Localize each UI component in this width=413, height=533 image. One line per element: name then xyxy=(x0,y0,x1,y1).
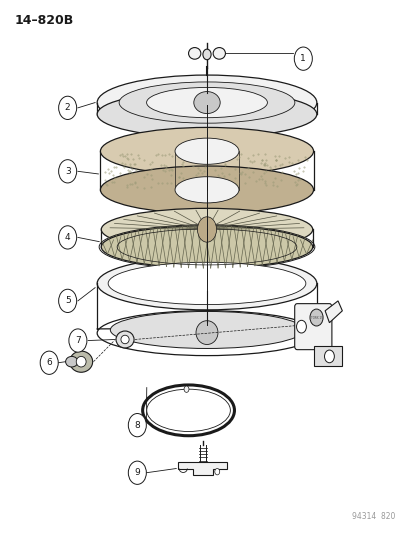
Ellipse shape xyxy=(121,335,129,344)
Circle shape xyxy=(128,461,146,484)
Text: 2: 2 xyxy=(65,103,70,112)
Ellipse shape xyxy=(195,321,218,344)
Ellipse shape xyxy=(69,351,93,372)
Ellipse shape xyxy=(213,47,225,59)
Polygon shape xyxy=(178,462,227,475)
Ellipse shape xyxy=(197,217,216,242)
Text: 5: 5 xyxy=(64,296,70,305)
Polygon shape xyxy=(313,346,342,366)
Ellipse shape xyxy=(175,177,238,203)
Text: 14–820B: 14–820B xyxy=(14,14,74,27)
Ellipse shape xyxy=(97,75,316,130)
Circle shape xyxy=(309,309,322,326)
Text: TORX 15: TORX 15 xyxy=(310,316,322,319)
Ellipse shape xyxy=(97,257,316,310)
Ellipse shape xyxy=(100,166,313,214)
Ellipse shape xyxy=(193,92,220,114)
Circle shape xyxy=(40,351,58,374)
Ellipse shape xyxy=(146,389,230,432)
Ellipse shape xyxy=(110,311,303,349)
Ellipse shape xyxy=(175,138,238,164)
Text: 3: 3 xyxy=(64,167,70,176)
Circle shape xyxy=(184,386,188,392)
Text: 4: 4 xyxy=(65,233,70,242)
Text: 94314  820: 94314 820 xyxy=(351,512,394,521)
Circle shape xyxy=(59,160,76,183)
Circle shape xyxy=(214,469,219,475)
Circle shape xyxy=(294,47,311,70)
Circle shape xyxy=(202,49,211,60)
Circle shape xyxy=(296,320,306,333)
Text: 6: 6 xyxy=(46,358,52,367)
Circle shape xyxy=(128,414,146,437)
Ellipse shape xyxy=(108,262,305,304)
Ellipse shape xyxy=(116,331,134,348)
Ellipse shape xyxy=(101,226,312,268)
Text: 8: 8 xyxy=(134,421,140,430)
Circle shape xyxy=(59,289,76,312)
Ellipse shape xyxy=(97,91,316,138)
Circle shape xyxy=(324,350,334,363)
FancyBboxPatch shape xyxy=(294,304,331,350)
Circle shape xyxy=(59,96,76,119)
Polygon shape xyxy=(324,301,342,322)
Text: 1: 1 xyxy=(300,54,306,63)
Ellipse shape xyxy=(76,357,86,367)
Circle shape xyxy=(69,329,87,352)
Circle shape xyxy=(59,226,76,249)
Ellipse shape xyxy=(65,357,78,367)
Text: 9: 9 xyxy=(134,469,140,477)
Ellipse shape xyxy=(100,127,313,175)
Text: 7: 7 xyxy=(75,336,81,345)
Ellipse shape xyxy=(119,82,294,123)
Ellipse shape xyxy=(188,47,200,59)
Ellipse shape xyxy=(101,208,312,251)
Ellipse shape xyxy=(146,87,267,118)
